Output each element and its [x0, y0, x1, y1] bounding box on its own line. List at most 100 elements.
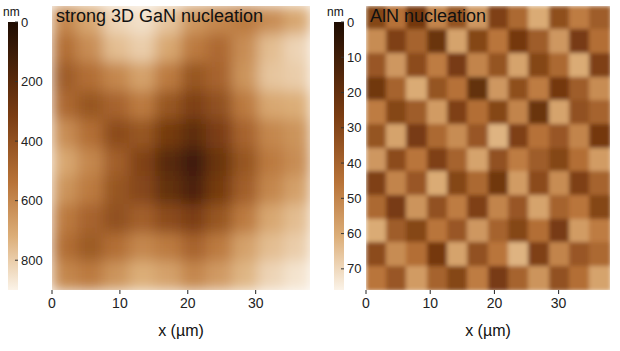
- cell: [427, 148, 448, 173]
- cell: [589, 77, 610, 102]
- cell: [284, 148, 310, 177]
- cell: [508, 219, 529, 244]
- panel: nm0200400600800strong 3D GaN nucleation0…: [3, 5, 311, 339]
- colorbar-label: nm: [327, 5, 344, 19]
- cell: [589, 6, 610, 30]
- cell: [488, 148, 509, 173]
- cell: [447, 148, 468, 173]
- cell: [284, 233, 310, 262]
- cell: [129, 91, 156, 120]
- cell: [232, 148, 259, 177]
- cell: [258, 176, 285, 205]
- colorbar-tick: [15, 81, 18, 82]
- cell: [129, 176, 156, 205]
- cell: [366, 148, 387, 173]
- x-tick: [494, 290, 495, 294]
- cell: [589, 195, 610, 220]
- cell: [589, 148, 610, 173]
- cell: [103, 119, 130, 148]
- cell: [258, 119, 285, 148]
- cell: [528, 100, 549, 125]
- cell: [103, 176, 130, 205]
- cell: [488, 124, 509, 149]
- cell: [467, 219, 488, 244]
- cell: [549, 53, 570, 78]
- cell: [129, 62, 156, 91]
- cell: [569, 219, 590, 244]
- cell: [467, 29, 488, 54]
- cell: [427, 53, 448, 78]
- cell: [155, 233, 182, 262]
- cell: [589, 266, 610, 290]
- cell: [467, 53, 488, 78]
- cell: [52, 34, 78, 63]
- cell: [549, 242, 570, 267]
- cell: [181, 233, 208, 262]
- cell: [52, 176, 78, 205]
- cell: [77, 233, 104, 262]
- cell: [155, 91, 182, 120]
- cell: [406, 266, 427, 290]
- x-tick: [366, 290, 367, 294]
- cell: [447, 77, 468, 102]
- cell: [589, 100, 610, 125]
- x-tick-label: 10: [112, 295, 128, 311]
- cell: [528, 53, 549, 78]
- colorbar-tick-label: 70: [347, 261, 361, 276]
- x-tick: [558, 290, 559, 294]
- cell: [508, 6, 529, 30]
- cell: [52, 233, 78, 262]
- cell: [181, 261, 208, 290]
- cell: [386, 124, 407, 149]
- cell: [406, 29, 427, 54]
- cell: [103, 233, 130, 262]
- cell: [589, 219, 610, 244]
- cell: [52, 91, 78, 120]
- cell: [427, 77, 448, 102]
- cell: [232, 204, 259, 233]
- cell: [206, 62, 233, 91]
- cell: [103, 34, 130, 63]
- cell: [569, 148, 590, 173]
- cell: [549, 171, 570, 196]
- cell: [508, 100, 529, 125]
- cell: [206, 204, 233, 233]
- cell: [406, 124, 427, 149]
- cell: [569, 77, 590, 102]
- cell: [447, 266, 468, 290]
- cell: [284, 6, 310, 35]
- x-tick: [119, 290, 120, 294]
- cell: [447, 195, 468, 220]
- cell: [508, 195, 529, 220]
- cell: [258, 148, 285, 177]
- cell: [181, 148, 208, 177]
- cell: [386, 219, 407, 244]
- colorbar-tick: [341, 92, 344, 93]
- image: [52, 6, 310, 290]
- cell: [181, 62, 208, 91]
- cell: [528, 6, 549, 30]
- cell: [528, 171, 549, 196]
- cell: [508, 29, 529, 54]
- cell: [447, 242, 468, 267]
- cell: [427, 29, 448, 54]
- cell: [77, 62, 104, 91]
- cell: [232, 91, 259, 120]
- cell: [569, 53, 590, 78]
- cell: [77, 204, 104, 233]
- image: [366, 6, 610, 290]
- cell: [258, 34, 285, 63]
- cell: [549, 148, 570, 173]
- colorbar-tick-label: 800: [21, 253, 43, 268]
- cell: [284, 176, 310, 205]
- cell: [508, 148, 529, 173]
- cell: [589, 29, 610, 54]
- cell: [77, 148, 104, 177]
- cell: [284, 91, 310, 120]
- cell: [232, 233, 259, 262]
- title: strong 3D GaN nucleation: [56, 6, 263, 26]
- cell: [206, 91, 233, 120]
- cell: [447, 124, 468, 149]
- cell: [508, 266, 529, 290]
- cell: [366, 100, 387, 125]
